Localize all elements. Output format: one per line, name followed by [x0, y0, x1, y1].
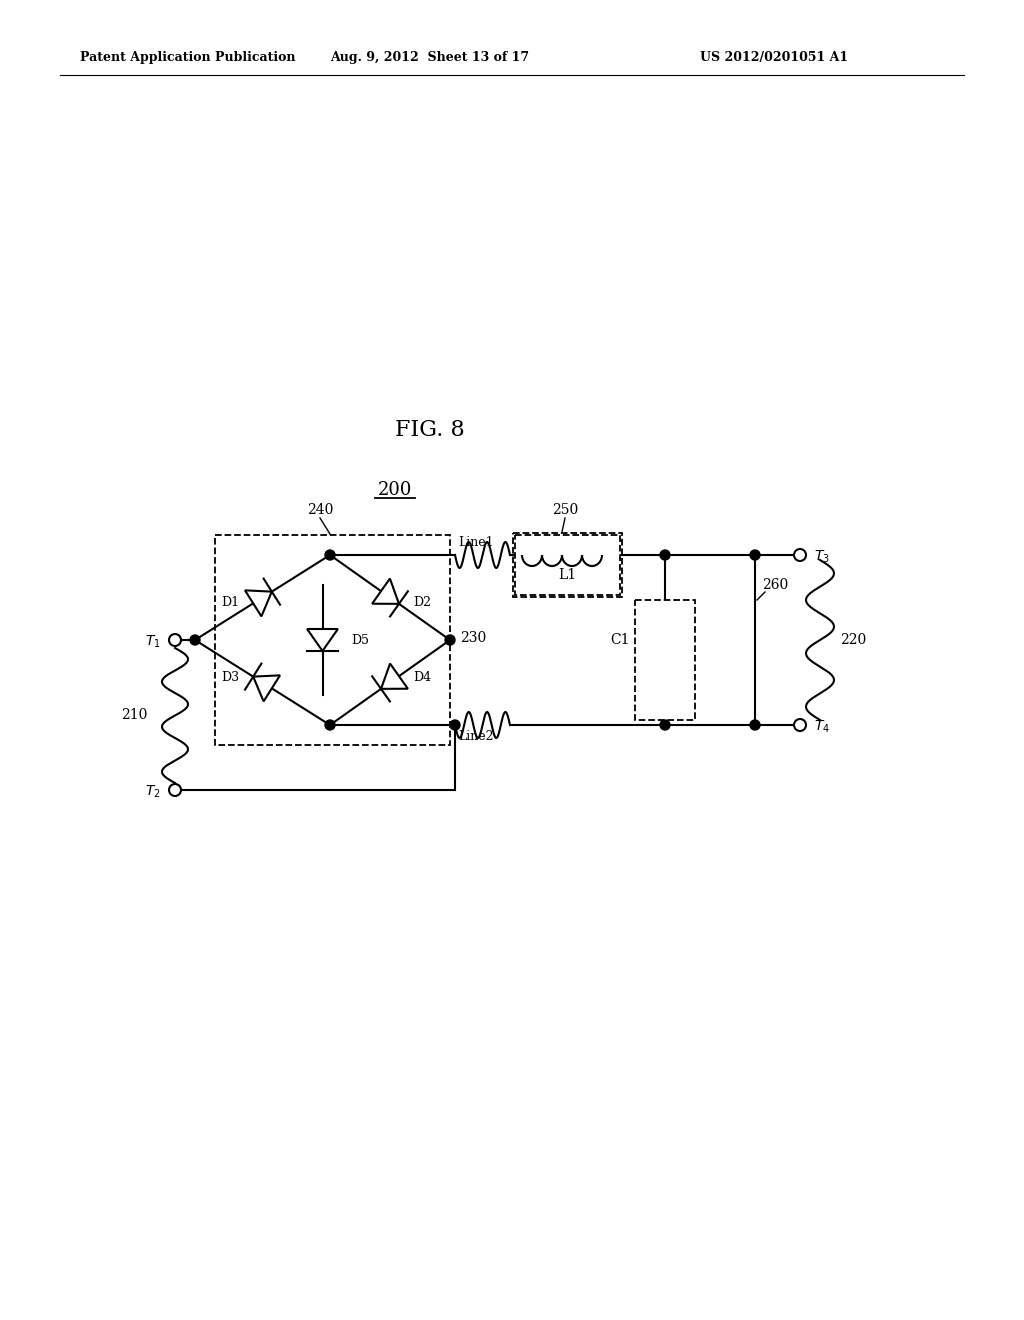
Text: FIG. 8: FIG. 8	[395, 418, 465, 441]
Text: $T_3$: $T_3$	[814, 549, 829, 565]
Text: Line2: Line2	[458, 730, 494, 743]
Circle shape	[325, 719, 335, 730]
Circle shape	[750, 550, 760, 560]
Circle shape	[169, 784, 181, 796]
Text: 230: 230	[460, 631, 486, 645]
Polygon shape	[381, 664, 408, 689]
Text: US 2012/0201051 A1: US 2012/0201051 A1	[700, 51, 848, 65]
Bar	[515, 535, 620, 595]
Text: 210: 210	[121, 708, 147, 722]
Polygon shape	[245, 590, 271, 616]
Circle shape	[660, 550, 670, 560]
Text: $T_4$: $T_4$	[814, 719, 830, 735]
Text: $T_2$: $T_2$	[145, 784, 161, 800]
Text: Aug. 9, 2012  Sheet 13 of 17: Aug. 9, 2012 Sheet 13 of 17	[331, 51, 529, 65]
Text: D1: D1	[221, 597, 240, 609]
Text: D2: D2	[413, 597, 431, 609]
Polygon shape	[372, 578, 399, 603]
Text: 220: 220	[840, 634, 866, 647]
Text: $T_1$: $T_1$	[145, 634, 161, 651]
Text: Patent Application Publication: Patent Application Publication	[80, 51, 296, 65]
Circle shape	[660, 719, 670, 730]
Circle shape	[750, 719, 760, 730]
Text: 200: 200	[378, 480, 413, 499]
Bar	[513, 533, 622, 597]
Circle shape	[450, 719, 460, 730]
Circle shape	[169, 634, 181, 645]
Text: Line1: Line1	[458, 536, 494, 549]
Bar	[215, 535, 450, 744]
Circle shape	[445, 635, 455, 645]
Circle shape	[794, 549, 806, 561]
Text: 240: 240	[307, 503, 333, 517]
Polygon shape	[253, 676, 280, 701]
Circle shape	[190, 635, 200, 645]
Text: 250: 250	[552, 503, 579, 517]
Polygon shape	[307, 630, 338, 651]
Text: 260: 260	[762, 578, 788, 591]
Text: D3: D3	[221, 671, 240, 684]
Text: L1: L1	[558, 568, 577, 582]
Bar	[635, 601, 695, 719]
Circle shape	[794, 719, 806, 731]
Circle shape	[325, 550, 335, 560]
Text: C1: C1	[610, 634, 630, 647]
Text: D4: D4	[413, 671, 431, 684]
Text: D5: D5	[351, 634, 370, 647]
